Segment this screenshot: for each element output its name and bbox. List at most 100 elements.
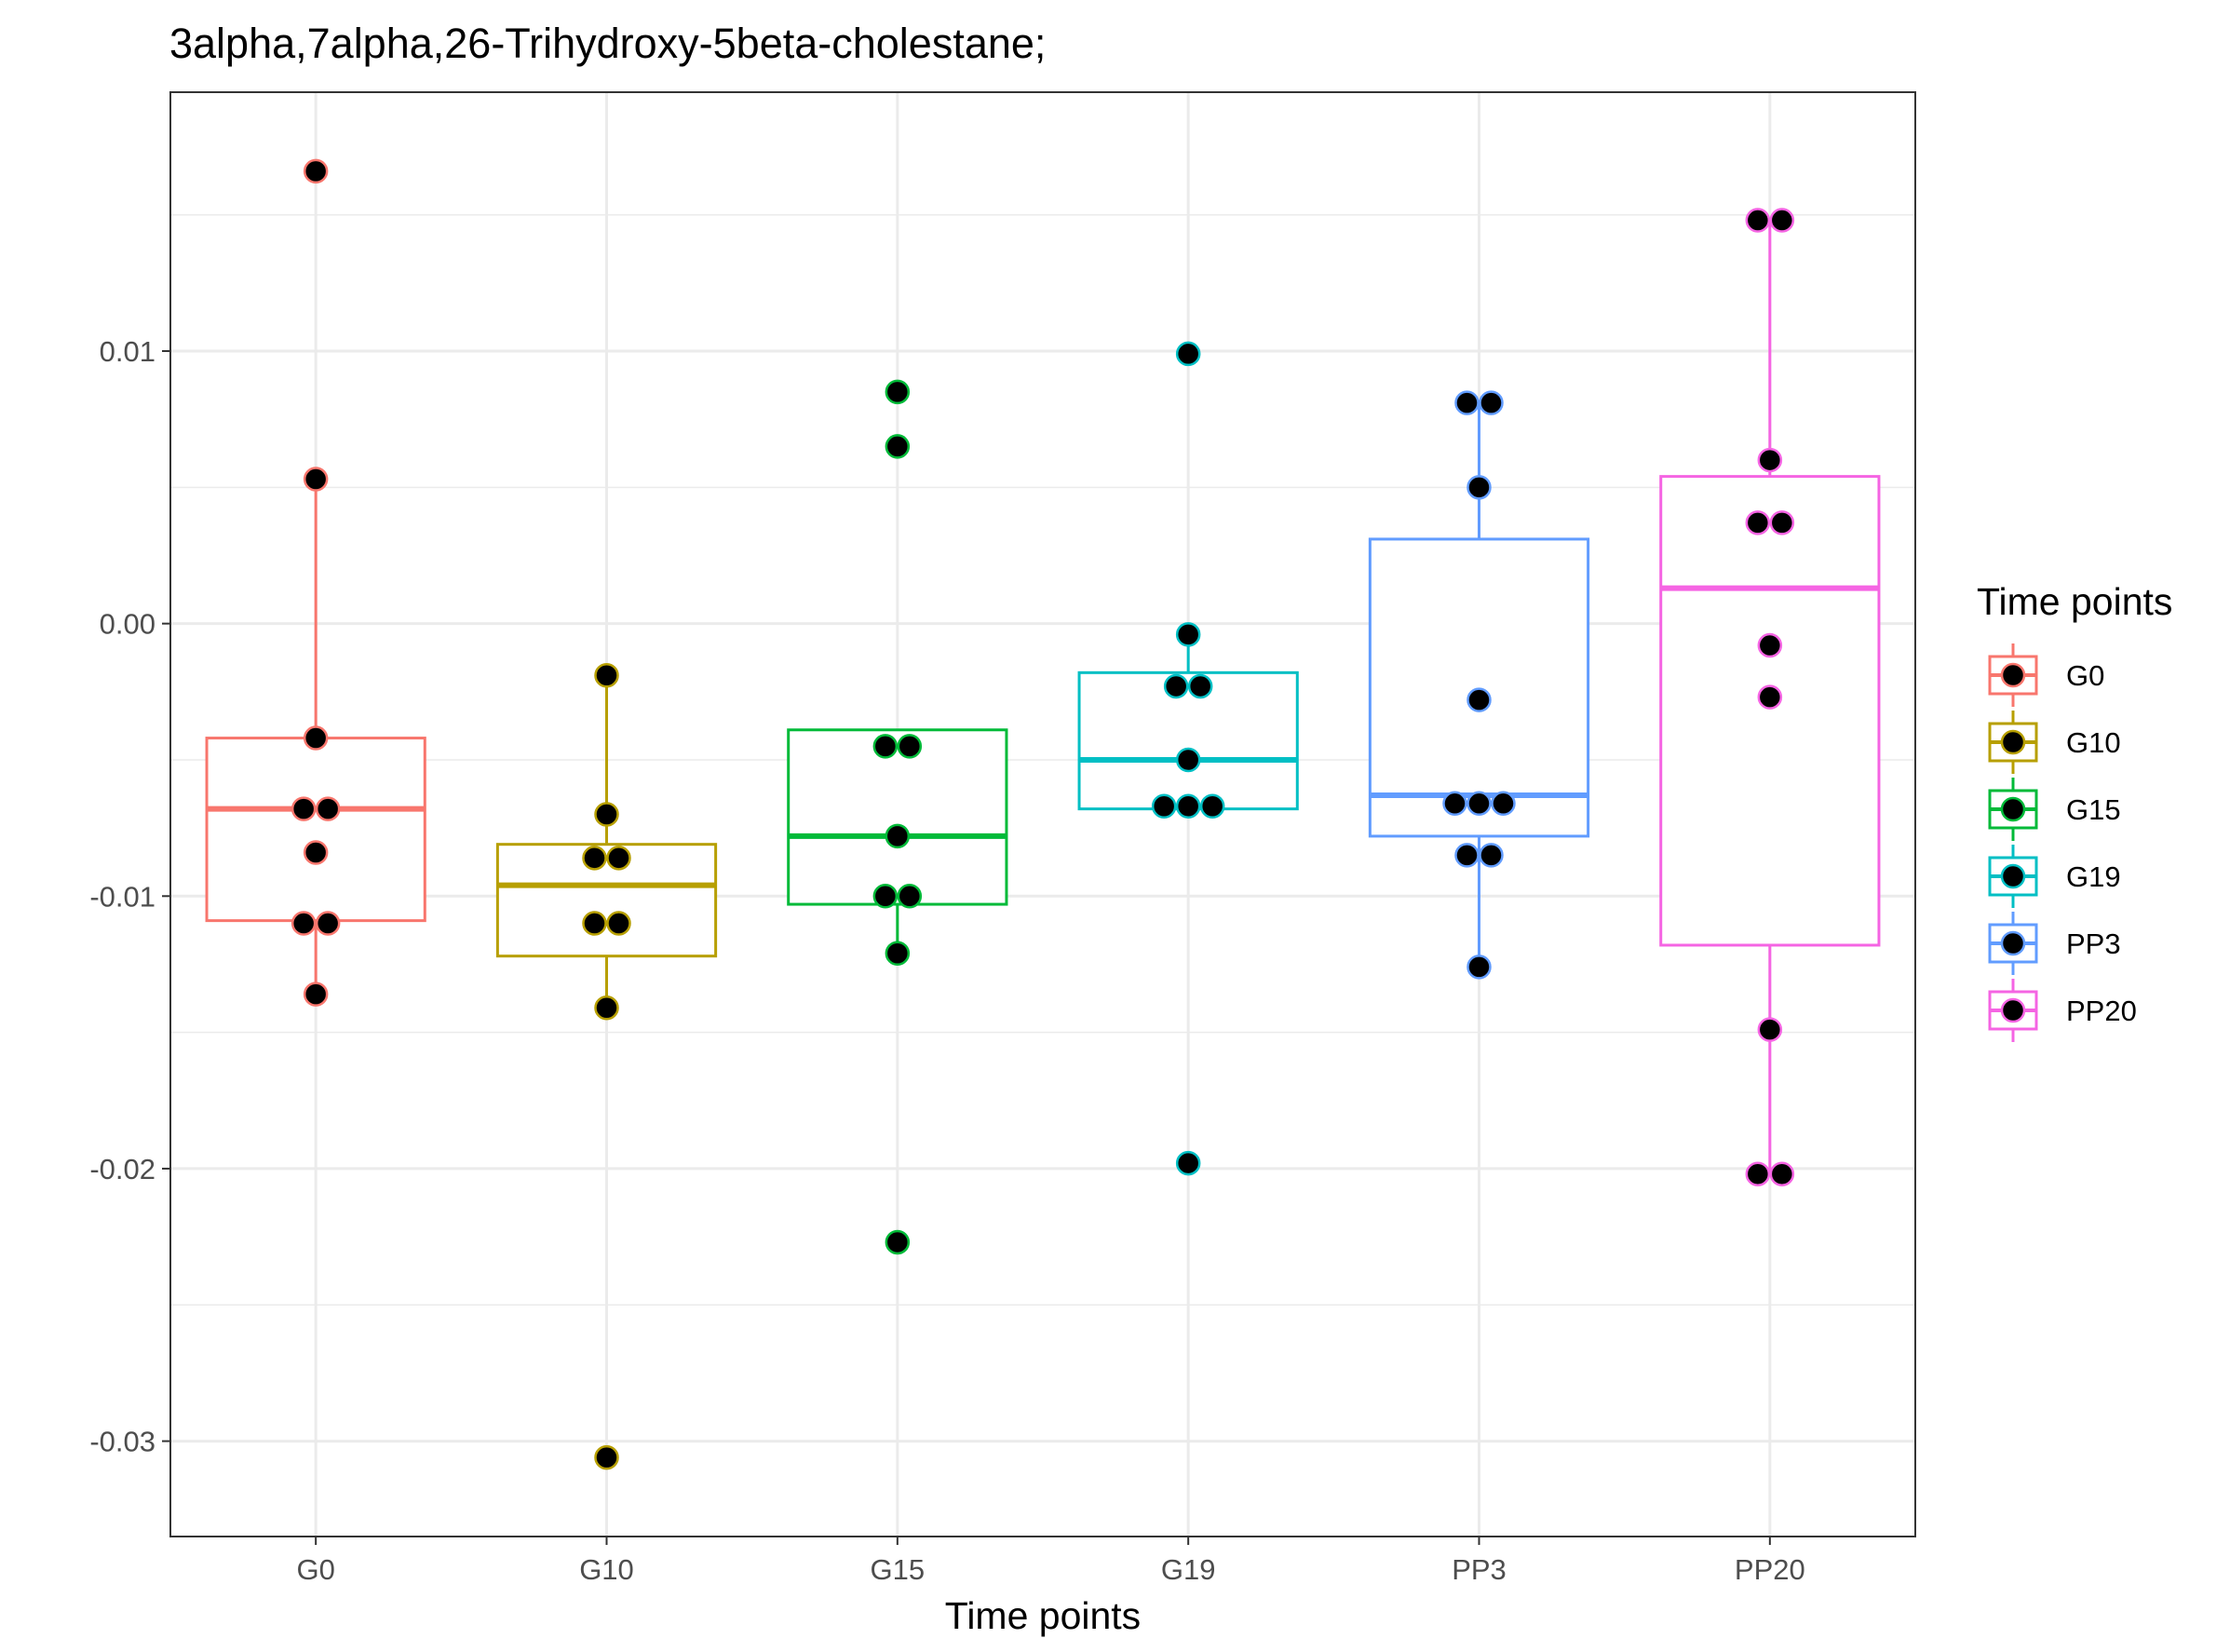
data-point bbox=[1769, 1161, 1795, 1187]
data-point bbox=[303, 725, 329, 751]
data-point bbox=[1757, 447, 1783, 473]
data-point bbox=[606, 846, 631, 871]
legend: Time points G0 G10 G15 G19 PP3 PP20 bbox=[1977, 580, 2172, 1042]
data-point bbox=[897, 734, 923, 759]
legend-item-pp3: PP3 bbox=[1988, 912, 2121, 975]
grid-lines bbox=[170, 92, 1915, 1537]
data-point bbox=[872, 884, 899, 909]
data-point bbox=[1175, 1150, 1201, 1176]
data-point bbox=[1466, 475, 1492, 500]
data-point bbox=[1175, 341, 1201, 367]
data-point bbox=[1466, 955, 1492, 980]
x-tick-label: G19 bbox=[1161, 1553, 1216, 1586]
data-point bbox=[1757, 1017, 1783, 1042]
data-point bbox=[1466, 791, 1492, 817]
data-point bbox=[1745, 1161, 1771, 1187]
legend-label: G10 bbox=[2066, 726, 2121, 759]
iqr-box bbox=[205, 737, 426, 923]
iqr-box bbox=[787, 728, 1008, 906]
data-point bbox=[303, 467, 329, 492]
x-axis-ticks: G0 G10 G15 G19 PP3 PP20 bbox=[296, 1537, 1805, 1586]
data-point bbox=[1442, 791, 1467, 817]
legend-key-point bbox=[2000, 796, 2026, 822]
data-point bbox=[606, 911, 631, 936]
data-point bbox=[594, 802, 619, 827]
data-point bbox=[594, 995, 619, 1021]
y-tick-label: 0.00 bbox=[100, 608, 155, 641]
data-point bbox=[1466, 687, 1492, 712]
data-point bbox=[1187, 673, 1213, 699]
legend-item-g10: G10 bbox=[1988, 711, 2121, 774]
legend-key-point bbox=[2000, 997, 2026, 1023]
legend-item-g19: G19 bbox=[1988, 845, 2121, 908]
legend-key-point bbox=[2000, 863, 2026, 889]
data-point bbox=[897, 884, 923, 909]
data-point bbox=[1479, 390, 1504, 415]
data-point bbox=[1757, 684, 1783, 710]
box-pp20 bbox=[1659, 220, 1881, 1174]
legend-title: Time points bbox=[1977, 580, 2172, 623]
legend-label: PP20 bbox=[2066, 995, 2137, 1027]
legend-label: PP3 bbox=[2066, 928, 2121, 960]
legend-label: G0 bbox=[2066, 659, 2104, 692]
data-point bbox=[303, 982, 329, 1007]
legend-key-point bbox=[2000, 662, 2026, 688]
panel-background bbox=[170, 92, 1915, 1537]
data-point bbox=[1479, 843, 1504, 868]
x-tick-label: PP3 bbox=[1452, 1553, 1507, 1586]
data-point bbox=[885, 941, 911, 966]
data-point bbox=[291, 911, 317, 936]
box-g10 bbox=[495, 675, 718, 1009]
data-point bbox=[1745, 510, 1771, 535]
data-point bbox=[303, 840, 329, 865]
legend-item-g0: G0 bbox=[1988, 643, 2104, 707]
iqr-box bbox=[1077, 670, 1299, 811]
legend-label: G19 bbox=[2066, 860, 2121, 893]
data-point bbox=[1757, 632, 1783, 658]
data-point bbox=[1769, 510, 1795, 535]
data-point bbox=[303, 158, 329, 184]
y-axis-ticks: 0.01 0.00 -0.01 -0.02 -0.03 bbox=[89, 335, 170, 1458]
data-point bbox=[1454, 390, 1480, 415]
data-point bbox=[1491, 791, 1516, 817]
data-point bbox=[594, 1444, 619, 1470]
data-point bbox=[594, 663, 619, 688]
y-tick-label: 0.01 bbox=[100, 335, 155, 368]
data-point bbox=[1163, 673, 1189, 699]
data-point bbox=[885, 1229, 911, 1255]
data-point bbox=[582, 911, 607, 936]
data-point bbox=[582, 846, 607, 871]
point-layer bbox=[291, 158, 1795, 1470]
legend-item-pp20: PP20 bbox=[1988, 979, 2137, 1042]
legend-key-point bbox=[2000, 729, 2026, 755]
data-point bbox=[1151, 793, 1177, 819]
x-tick-label: G10 bbox=[579, 1553, 634, 1586]
legend-label: G15 bbox=[2066, 793, 2121, 826]
data-point bbox=[885, 823, 911, 849]
data-point bbox=[885, 379, 911, 405]
data-point bbox=[1745, 208, 1771, 233]
data-point bbox=[1769, 208, 1795, 233]
data-point bbox=[1199, 793, 1225, 819]
chart-title: 3alpha,7alpha,26-Trihydroxy-5beta-choles… bbox=[169, 20, 1046, 67]
data-point bbox=[885, 434, 911, 459]
data-point bbox=[1454, 843, 1480, 868]
y-tick-label: -0.01 bbox=[89, 880, 155, 913]
x-axis-title: Time points bbox=[945, 1594, 1141, 1637]
data-point bbox=[1175, 793, 1201, 819]
data-point bbox=[1175, 747, 1201, 773]
x-tick-label: PP20 bbox=[1735, 1553, 1805, 1586]
data-point bbox=[291, 796, 317, 821]
y-tick-label: -0.03 bbox=[89, 1426, 155, 1458]
x-tick-label: G0 bbox=[296, 1553, 334, 1586]
iqr-box bbox=[1659, 475, 1881, 947]
data-point bbox=[315, 911, 341, 936]
legend-item-g15: G15 bbox=[1988, 778, 2121, 841]
data-point bbox=[315, 796, 341, 821]
x-tick-label: G15 bbox=[871, 1553, 926, 1586]
iqr-box bbox=[495, 843, 718, 958]
y-tick-label: -0.02 bbox=[89, 1153, 155, 1185]
data-point bbox=[872, 734, 899, 759]
legend-key-point bbox=[2000, 930, 2026, 956]
